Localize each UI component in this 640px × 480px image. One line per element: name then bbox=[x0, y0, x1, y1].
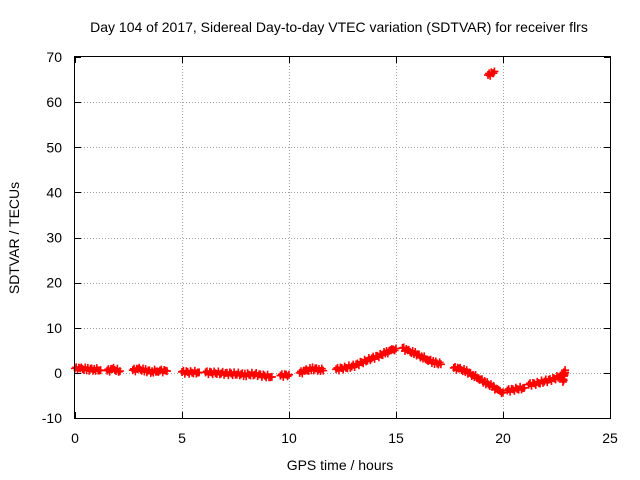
data-point bbox=[490, 67, 499, 76]
data-point bbox=[283, 372, 292, 381]
y-tick-label: 10 bbox=[46, 320, 62, 336]
y-tick-label: 50 bbox=[46, 139, 62, 155]
y-tick-label: 20 bbox=[46, 275, 62, 291]
data-point bbox=[285, 370, 293, 379]
tick-layer: 0 5 10 15 20 25 -10 0 10 20 30 40 50 60 70 bbox=[42, 49, 618, 446]
x-tick-label: 0 bbox=[71, 430, 79, 446]
data-point bbox=[267, 372, 276, 381]
data-point bbox=[520, 383, 529, 392]
data-layer bbox=[71, 67, 570, 398]
y-axis-label: SDTVAR / TECUs bbox=[6, 182, 22, 294]
y-tick-label: 60 bbox=[46, 94, 62, 110]
plot-frame bbox=[74, 56, 611, 419]
x-axis-label: GPS time / hours bbox=[287, 457, 394, 473]
data-point bbox=[319, 366, 328, 375]
y-tick-label: 0 bbox=[54, 365, 62, 381]
data-point bbox=[436, 360, 445, 369]
y-tick-label: 30 bbox=[46, 230, 62, 246]
y-tick-label: -10 bbox=[42, 410, 62, 426]
data-point bbox=[499, 388, 507, 397]
grid-layer bbox=[75, 57, 610, 418]
data-point bbox=[489, 69, 498, 78]
x-tick-label: 20 bbox=[495, 430, 511, 446]
x-tick-label: 25 bbox=[602, 430, 618, 446]
x-tick-label: 10 bbox=[281, 430, 297, 446]
y-tick-label: 40 bbox=[46, 184, 62, 200]
chart-title: Day 104 of 2017, Sidereal Day-to-day VTE… bbox=[90, 19, 588, 35]
data-point bbox=[115, 367, 124, 376]
data-point bbox=[497, 389, 506, 398]
x-tick-label: 5 bbox=[178, 430, 186, 446]
data-point bbox=[163, 367, 172, 376]
x-tick-label: 15 bbox=[388, 430, 404, 446]
y-tick-label: 70 bbox=[46, 49, 62, 65]
data-point bbox=[561, 366, 570, 375]
